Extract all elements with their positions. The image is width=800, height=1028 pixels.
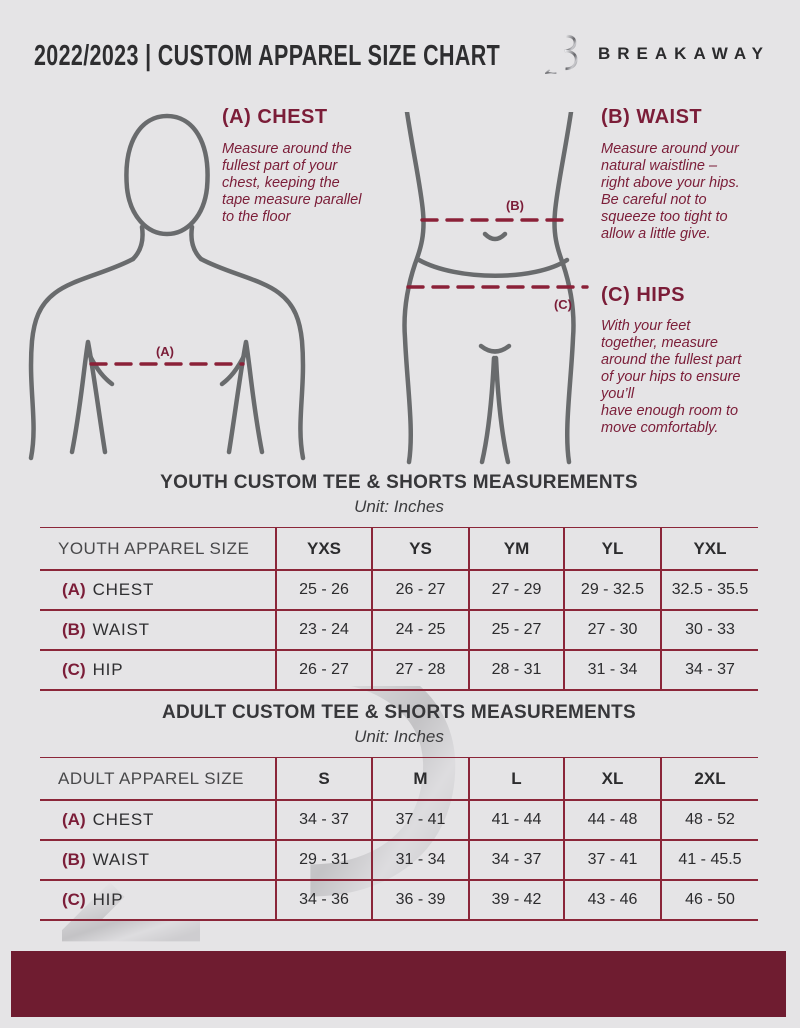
- waist-measure-label: (B): [506, 198, 524, 213]
- chest-guide-text: Measure around the fullest part of your …: [222, 141, 362, 225]
- table-row: (C) HIP 26 - 27 27 - 28 28 - 31 31 - 34 3…: [40, 650, 758, 691]
- table-row: (B) WAIST 29 - 31 31 - 34 34 - 37 37 - 41…: [40, 840, 758, 881]
- measurement-cell: 23 - 24: [275, 610, 372, 651]
- lower-body-outline: [402, 112, 576, 465]
- measurement-cell: 27 - 30: [563, 610, 661, 651]
- measurement-cell: 31 - 34: [371, 840, 469, 881]
- table-row: (B) WAIST 23 - 24 24 - 25 25 - 27 27 - 30…: [40, 610, 758, 651]
- waist-guide-text: Measure around your natural waistline – …: [601, 141, 740, 242]
- lower-body-figure: (B) (C): [402, 112, 589, 465]
- measurement-cell: 37 - 41: [371, 800, 469, 841]
- measurement-cell: 44 - 48: [563, 800, 661, 841]
- table-row: (A) CHEST 25 - 26 26 - 27 27 - 29 29 - 32…: [40, 570, 758, 611]
- measurement-cell: 29 - 31: [275, 840, 372, 881]
- measurement-cell: 25 - 27: [468, 610, 564, 651]
- measurement-cell: 43 - 46: [563, 880, 661, 921]
- measurement-cell: 46 - 50: [660, 880, 758, 921]
- size-col-header: L: [468, 757, 564, 801]
- size-col-header: YXL: [660, 527, 758, 571]
- row-label: CHEST: [92, 580, 155, 599]
- measurement-cell: 41 - 45.5: [660, 840, 758, 881]
- measurement-cell: 37 - 41: [563, 840, 661, 881]
- chest-guide-heading: (A) CHEST: [222, 106, 328, 128]
- hips-measure-label: (C): [554, 297, 572, 312]
- brand-wordmark: BREAKAWAY: [598, 44, 770, 63]
- row-label: HIP: [92, 660, 124, 679]
- measurement-cell: 34 - 37: [660, 650, 758, 691]
- measurement-cell: 31 - 34: [563, 650, 661, 691]
- brand-logo: BREAKAWAY: [545, 28, 770, 80]
- row-label: HIP: [92, 890, 124, 909]
- size-col-header: YL: [563, 527, 661, 571]
- size-col-header: 2XL: [660, 757, 758, 801]
- youth-table-unit: Unit: Inches: [354, 497, 444, 516]
- row-prefix: (B): [62, 620, 86, 639]
- measurement-cell: 34 - 37: [275, 800, 372, 841]
- row-prefix: (B): [62, 850, 86, 869]
- measurement-cell: 27 - 28: [371, 650, 469, 691]
- adult-header-row: ADULT APPAREL SIZE S M L XL 2XL: [40, 757, 758, 801]
- table-row: (C) HIP 34 - 36 36 - 39 39 - 42 43 - 46 4…: [40, 880, 758, 921]
- youth-table-title: YOUTH CUSTOM TEE & SHORTS MEASUREMENTS: [160, 472, 638, 493]
- adult-size-header-cell: ADULT APPAREL SIZE: [40, 757, 276, 801]
- size-col-header: YS: [371, 527, 469, 571]
- hips-guide-text: With your feet together, measure around …: [601, 318, 742, 436]
- measurement-cell: 34 - 36: [275, 880, 372, 921]
- measurement-cell: 29 - 32.5: [563, 570, 661, 611]
- upper-body-outline: [28, 113, 306, 461]
- page-title: 2022/2023 | CUSTOM APPAREL SIZE CHART: [34, 40, 501, 72]
- adult-size-table: ADULT APPAREL SIZE S M L XL 2XL (A) CHEST…: [40, 757, 758, 921]
- measurement-cell: 39 - 42: [468, 880, 564, 921]
- measurement-cell: 36 - 39: [371, 880, 469, 921]
- measurement-cell: 25 - 26: [275, 570, 372, 611]
- size-col-header: YXS: [275, 527, 372, 571]
- waist-guide-heading: (B) WAIST: [601, 106, 703, 128]
- row-label: WAIST: [92, 620, 150, 639]
- measurement-cell: 28 - 31: [468, 650, 564, 691]
- row-label: CHEST: [92, 810, 155, 829]
- measurement-cell: 27 - 29: [468, 570, 564, 611]
- size-col-header: XL: [563, 757, 661, 801]
- row-label: WAIST: [92, 850, 150, 869]
- chest-measure-label: (A): [156, 344, 174, 359]
- measurement-cell: 32.5 - 35.5: [660, 570, 758, 611]
- breakaway-b-monogram-icon: [545, 28, 583, 80]
- table-row: (A) CHEST 34 - 37 37 - 41 41 - 44 44 - 48…: [40, 800, 758, 841]
- measurement-cell: 41 - 44: [468, 800, 564, 841]
- measurement-cell: 34 - 37: [468, 840, 564, 881]
- measurement-cell: 48 - 52: [660, 800, 758, 841]
- youth-size-header-cell: YOUTH APPAREL SIZE: [40, 527, 276, 571]
- youth-size-table: YOUTH APPAREL SIZE YXS YS YM YL YXL (A) C…: [40, 527, 758, 691]
- row-prefix: (A): [62, 580, 86, 599]
- adult-table-title: ADULT CUSTOM TEE & SHORTS MEASUREMENTS: [161, 702, 637, 723]
- measurement-cell: 26 - 27: [371, 570, 469, 611]
- hips-guide-heading: (C) HIPS: [601, 284, 685, 306]
- measurement-cell: 24 - 25: [371, 610, 469, 651]
- row-prefix: (C): [62, 660, 86, 679]
- row-prefix: (A): [62, 810, 86, 829]
- upper-body-figure: (A): [28, 113, 306, 461]
- size-col-header: M: [371, 757, 469, 801]
- footer-bar: [11, 951, 786, 1017]
- size-col-header: YM: [468, 527, 564, 571]
- measurement-cell: 26 - 27: [275, 650, 372, 691]
- adult-table-unit: Unit: Inches: [354, 727, 444, 746]
- measurement-cell: 30 - 33: [660, 610, 758, 651]
- row-prefix: (C): [62, 890, 86, 909]
- youth-header-row: YOUTH APPAREL SIZE YXS YS YM YL YXL: [40, 527, 758, 571]
- size-col-header: S: [275, 757, 372, 801]
